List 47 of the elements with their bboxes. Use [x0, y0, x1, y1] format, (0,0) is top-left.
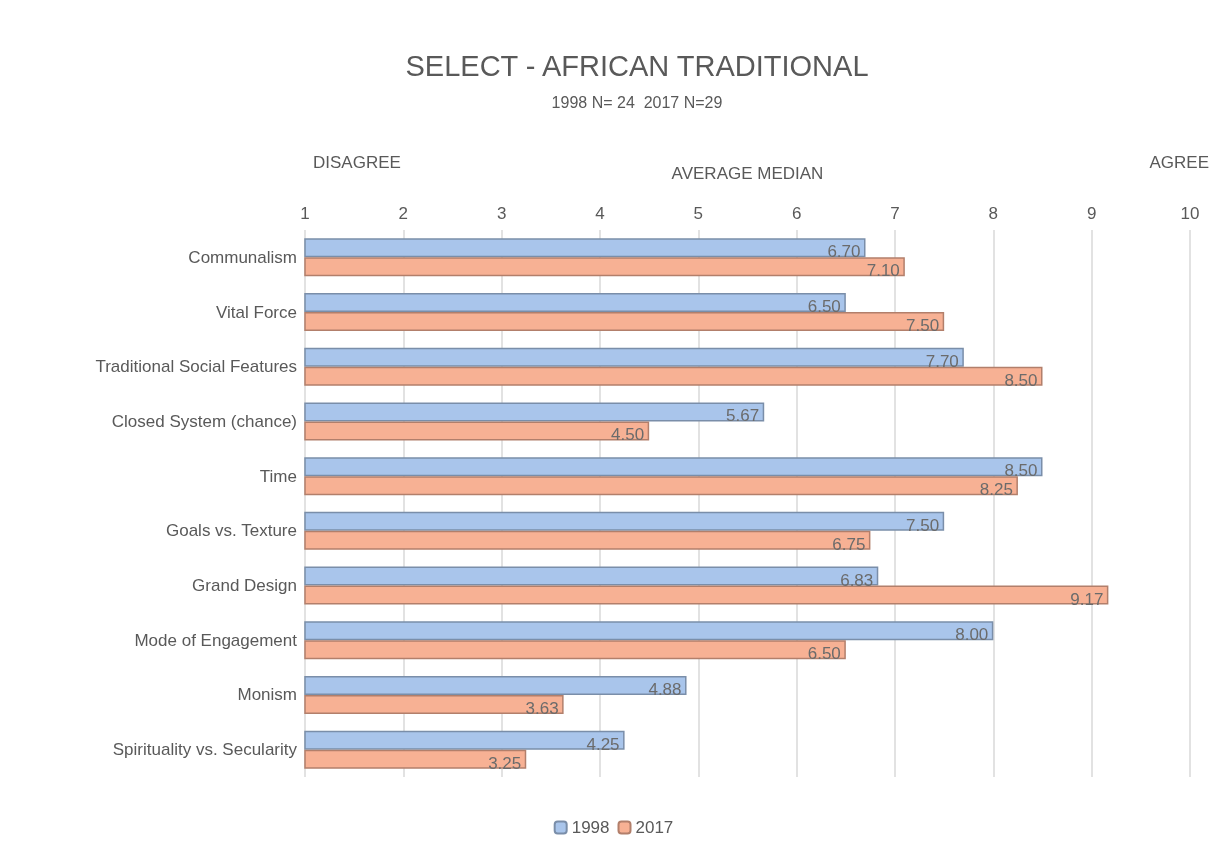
data-label: 3.25	[488, 753, 522, 773]
x-axis-title: AVERAGE MEDIAN	[671, 164, 824, 183]
y-tick-label: Closed System (chance)	[111, 411, 297, 431]
data-label: 4.50	[611, 425, 645, 445]
y-tick-label: Mode of Engagement	[134, 630, 298, 650]
data-label: 6.50	[807, 644, 841, 664]
x-tick-label: 2	[398, 204, 409, 223]
chart-title: SELECT - AFRICAN TRADITIONAL	[405, 49, 869, 82]
x-tick-label: 9	[1086, 204, 1097, 223]
data-label: 6.70	[827, 242, 861, 262]
data-label: 5.67	[726, 406, 760, 426]
y-tick-label: Traditional Social Features	[95, 357, 297, 377]
data-label: 8.00	[955, 625, 989, 645]
data-label: 7.70	[925, 351, 959, 371]
y-tick-label: Time	[259, 466, 297, 486]
x-tick-label: 7	[890, 204, 900, 223]
y-tick-label: Spirituality vs. Secularity	[112, 740, 298, 760]
legend-label: 1998	[571, 818, 610, 837]
data-label: 4.88	[648, 679, 682, 699]
data-label: 6.75	[832, 534, 866, 554]
data-label: 8.25	[979, 480, 1013, 500]
legend-label: 2017	[635, 818, 674, 837]
data-label: 7.50	[906, 515, 940, 535]
x-tick-label: 4	[595, 204, 605, 223]
data-label: 4.25	[586, 734, 620, 754]
text: AGREE	[1149, 153, 1210, 172]
data-label: 7.50	[906, 316, 940, 336]
x-tick-label: 5	[693, 204, 704, 223]
text: DISAGREE	[313, 153, 401, 172]
data-label: 8.50	[1004, 370, 1038, 390]
x-tick-label: 1	[300, 204, 310, 223]
data-label: 6.50	[807, 297, 841, 317]
data-label: 7.10	[866, 261, 900, 281]
x-tick-label: 8	[988, 204, 999, 223]
y-tick-label: Monism	[237, 685, 297, 705]
x-tick-label: 3	[496, 204, 507, 223]
data-label: 3.63	[525, 698, 559, 718]
data-label: 8.50	[1004, 461, 1038, 481]
data-label: 9.17	[1070, 589, 1104, 609]
data-label: 6.83	[840, 570, 874, 590]
y-tick-label: Communalism	[188, 247, 297, 267]
y-tick-label: Grand Design	[192, 576, 297, 596]
chart-subtitle: 1998 N= 24 2017 N=29	[551, 93, 723, 111]
x-tick-label: 10	[1180, 204, 1200, 223]
y-tick-label: Vital Force	[216, 302, 297, 322]
x-tick-label: 6	[791, 204, 802, 223]
y-tick-label: Goals vs. Texture	[165, 521, 297, 541]
